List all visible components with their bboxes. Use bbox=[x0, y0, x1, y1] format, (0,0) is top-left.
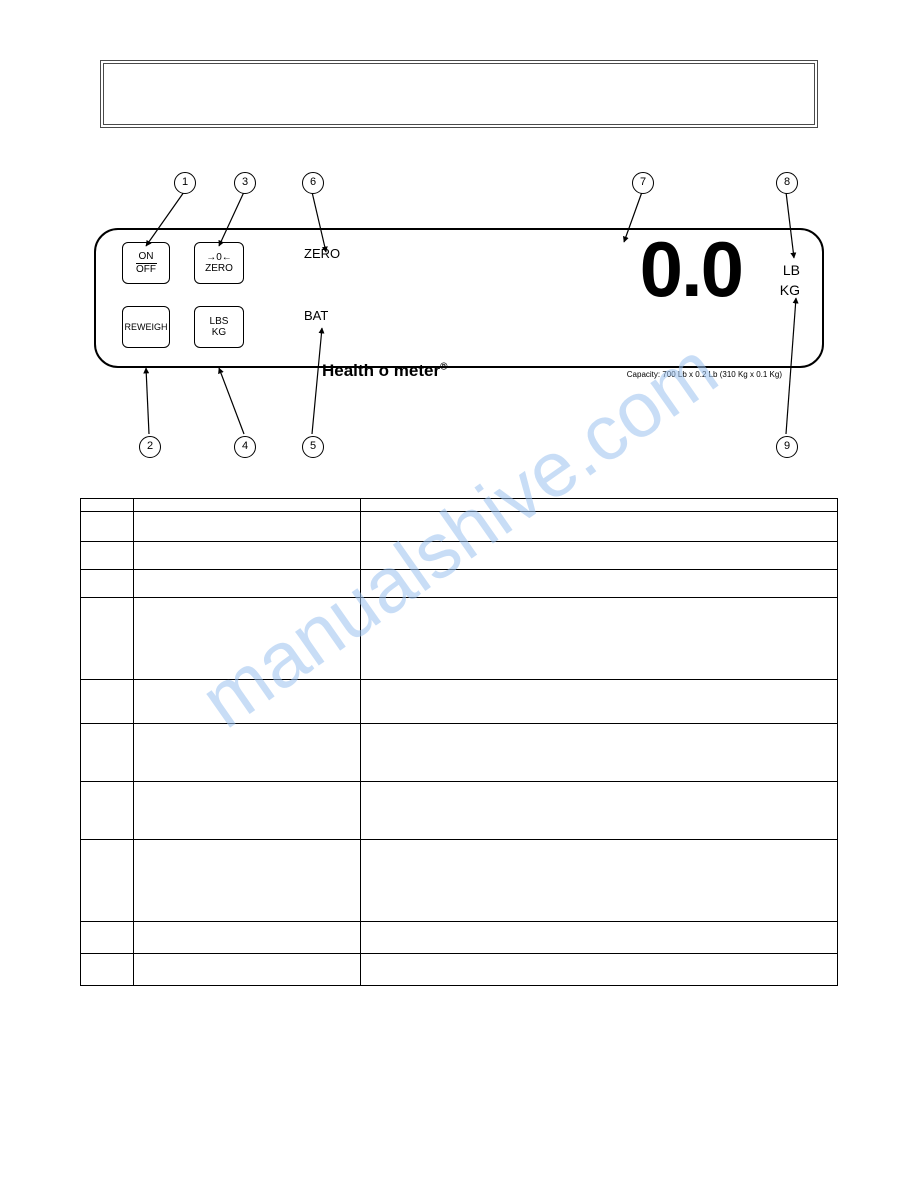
zero-button-bottom: ZERO bbox=[205, 263, 233, 275]
cell-desc bbox=[361, 782, 838, 840]
callout-6: 6 bbox=[302, 172, 324, 194]
cell-desc bbox=[361, 598, 838, 680]
cell-desc bbox=[361, 922, 838, 954]
lbs-kg-button-top: LBS bbox=[210, 316, 229, 328]
cell-desc bbox=[361, 840, 838, 922]
table-row bbox=[81, 542, 838, 570]
table-row bbox=[81, 840, 838, 922]
weight-value: 0.0 bbox=[640, 224, 742, 315]
cell-item bbox=[81, 922, 134, 954]
cell-name bbox=[134, 512, 361, 542]
display-area: ZERO BAT 0.0 LB KG Health o meter® Capac… bbox=[304, 238, 812, 385]
lb-indicator: LB bbox=[783, 262, 800, 278]
zero-indicator: ZERO bbox=[304, 246, 340, 261]
battery-indicator: BAT bbox=[304, 308, 328, 323]
table-row bbox=[81, 598, 838, 680]
cell-desc bbox=[361, 512, 838, 542]
col-desc bbox=[361, 499, 838, 512]
section-title-box bbox=[100, 60, 818, 128]
cell-name bbox=[134, 782, 361, 840]
table-row bbox=[81, 922, 838, 954]
zero-button[interactable]: →0← ZERO bbox=[194, 242, 244, 284]
cell-desc bbox=[361, 954, 838, 986]
cell-item bbox=[81, 542, 134, 570]
table-row bbox=[81, 570, 838, 598]
table-row bbox=[81, 954, 838, 986]
reweigh-button-label: REWEIGH bbox=[124, 322, 167, 332]
on-off-button-top: ON bbox=[136, 251, 157, 264]
cell-name bbox=[134, 570, 361, 598]
cell-item bbox=[81, 570, 134, 598]
reweigh-button[interactable]: REWEIGH bbox=[122, 306, 170, 348]
table-row bbox=[81, 680, 838, 724]
callout-8: 8 bbox=[776, 172, 798, 194]
table-header-row bbox=[81, 499, 838, 512]
lbs-kg-button-bottom: KG bbox=[212, 327, 226, 339]
cell-name bbox=[134, 724, 361, 782]
cell-desc bbox=[361, 570, 838, 598]
table-row bbox=[81, 782, 838, 840]
cell-item bbox=[81, 680, 134, 724]
cell-name bbox=[134, 598, 361, 680]
on-off-button[interactable]: ON OFF bbox=[122, 242, 170, 284]
cell-name bbox=[134, 542, 361, 570]
zero-button-top: →0← bbox=[206, 252, 232, 264]
on-off-button-bottom: OFF bbox=[136, 264, 156, 276]
lbs-kg-button[interactable]: LBS KG bbox=[194, 306, 244, 348]
table-row bbox=[81, 724, 838, 782]
cell-name bbox=[134, 922, 361, 954]
callout-2: 2 bbox=[139, 436, 161, 458]
cell-name bbox=[134, 680, 361, 724]
kg-indicator: KG bbox=[780, 282, 800, 298]
cell-desc bbox=[361, 724, 838, 782]
cell-item bbox=[81, 598, 134, 680]
cell-item bbox=[81, 840, 134, 922]
callout-3: 3 bbox=[234, 172, 256, 194]
col-item bbox=[81, 499, 134, 512]
keypad-figure: ON OFF →0← ZERO REWEIGH LBS KG ZERO BAT … bbox=[94, 168, 824, 468]
cell-item bbox=[81, 724, 134, 782]
cell-name bbox=[134, 954, 361, 986]
cell-desc bbox=[361, 542, 838, 570]
callout-4: 4 bbox=[234, 436, 256, 458]
function-table bbox=[80, 498, 838, 986]
callout-5: 5 bbox=[302, 436, 324, 458]
brand-label: Health o meter® bbox=[322, 361, 447, 381]
callout-9: 9 bbox=[776, 436, 798, 458]
col-name bbox=[134, 499, 361, 512]
callout-1: 1 bbox=[174, 172, 196, 194]
cell-name bbox=[134, 840, 361, 922]
cell-item bbox=[81, 512, 134, 542]
callout-7: 7 bbox=[632, 172, 654, 194]
capacity-label: Capacity: 700 Lb x 0.2 Lb (310 Kg x 0.1 … bbox=[627, 370, 782, 379]
table-row bbox=[81, 512, 838, 542]
cell-item bbox=[81, 954, 134, 986]
cell-desc bbox=[361, 680, 838, 724]
cell-item bbox=[81, 782, 134, 840]
